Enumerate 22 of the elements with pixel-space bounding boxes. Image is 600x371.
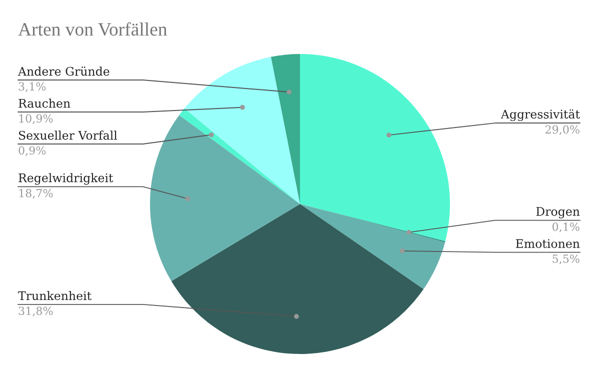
pie-slice <box>270 54 300 204</box>
data-label: 31,8% <box>18 306 53 316</box>
chart-title: Arten von Vorfällen <box>18 22 168 36</box>
slice-label: Regelwidrigkeit <box>18 173 114 185</box>
slice-label: Sexueller Vorfall <box>18 130 118 140</box>
pie-slice <box>184 56 300 204</box>
data-label: 29,0% <box>545 125 580 136</box>
data-label: 0,9% <box>18 146 46 156</box>
slice-label: Trunkenheit <box>18 291 92 300</box>
slice-label: Drogen <box>536 207 580 218</box>
data-label: 5,5% <box>552 254 580 264</box>
slice-label: Emotionen <box>516 239 580 248</box>
slice-label: Andere Gründe <box>18 66 110 76</box>
pie-slice <box>179 108 300 204</box>
slice-label: Aggressivität <box>500 109 580 122</box>
pie-slice <box>300 54 450 242</box>
pie-slice <box>171 204 424 354</box>
data-label: 3,1% <box>18 82 46 92</box>
data-label: 10,9% <box>19 114 53 124</box>
data-label: 0,1% <box>552 222 580 232</box>
data-label: 18,7% <box>19 188 53 199</box>
slice-label: Rauchen <box>18 98 70 108</box>
